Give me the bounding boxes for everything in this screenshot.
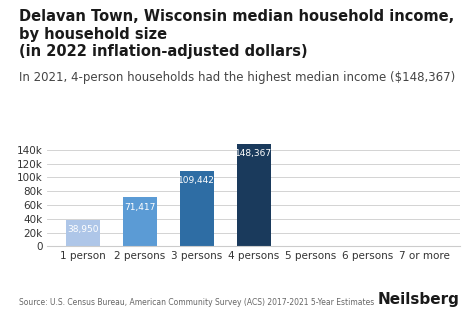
Text: 38,950: 38,950 [67,225,99,234]
Text: Neilsberg: Neilsberg [378,292,460,307]
Text: 109,442: 109,442 [178,176,215,185]
Text: 71,417: 71,417 [124,203,155,212]
Text: 148,367: 148,367 [235,149,272,158]
Text: Delavan Town, Wisconsin median household income, by household size
(in 2022 infl: Delavan Town, Wisconsin median household… [19,9,454,59]
Bar [180,171,214,246]
Bar [123,197,157,246]
Text: In 2021, 4-person households had the highest median income ($148,367): In 2021, 4-person households had the hig… [19,71,455,84]
Text: Source: U.S. Census Bureau, American Community Survey (ACS) 2017-2021 5-Year Est: Source: U.S. Census Bureau, American Com… [19,298,374,307]
Bar [237,144,271,246]
Bar [66,220,100,246]
